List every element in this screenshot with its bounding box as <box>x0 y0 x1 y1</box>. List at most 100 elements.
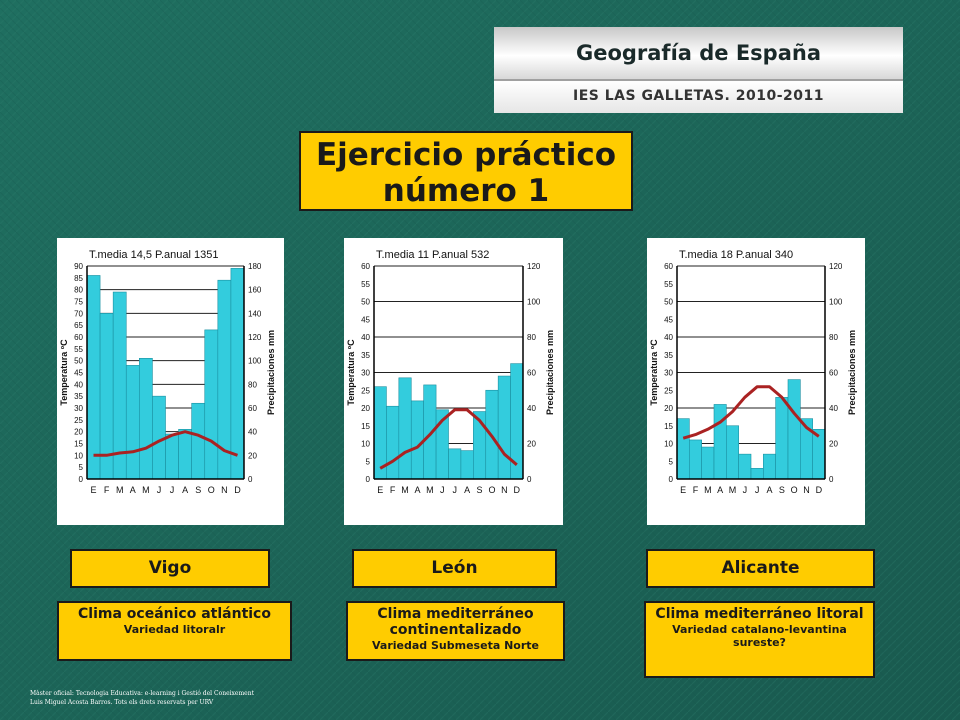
climograph-alicante-svg: T.media 18 P.anual 340 0 5 10 15 20 25 30 35 40 45… <box>649 249 857 495</box>
temp-tick-label: 45 <box>74 369 83 378</box>
precip-tick-label: 0 <box>829 475 834 484</box>
precip-bar <box>165 433 179 480</box>
temp-tick-label: 80 <box>74 286 83 295</box>
precip-bar <box>497 375 511 480</box>
precip-tick-label: 40 <box>527 404 536 413</box>
precip-tick-label: 100 <box>248 357 262 366</box>
month-label: F <box>693 485 699 495</box>
temp-tick-label: 60 <box>664 262 673 271</box>
temp-tick-label: 40 <box>361 333 370 342</box>
month-label: A <box>717 485 723 495</box>
temp-tick-label: 40 <box>664 333 673 342</box>
temp-tick-label: 0 <box>79 475 84 484</box>
chart-title: T.media 11 P.anual 532 <box>376 249 489 261</box>
precip-tick-label: 40 <box>248 428 257 437</box>
precip-bar <box>701 446 715 480</box>
temp-tick-label: 70 <box>74 309 83 318</box>
precip-bar <box>775 397 789 480</box>
precip-bar <box>750 468 764 480</box>
precip-tick-label: 60 <box>248 404 257 413</box>
climograph-leon-svg: T.media 11 P.anual 532 0 5 10 15 20 25 30 35 40 45… <box>346 249 555 495</box>
temp-tick-label: 60 <box>74 333 83 342</box>
precip-axis-label: Precipitaciones mm <box>266 330 276 415</box>
temp-axis-label: Temperatura ºC <box>59 339 69 406</box>
month-label: M <box>426 485 434 495</box>
month-label: J <box>440 485 445 495</box>
clima-box-alicante: Clima mediterráneo litoral Variedad cata… <box>644 601 875 678</box>
month-label: J <box>755 485 760 495</box>
main-title-line1: Ejercicio práctico <box>315 137 617 173</box>
precip-tick-label: 80 <box>829 333 838 342</box>
precip-tick-label: 180 <box>248 262 262 271</box>
precip-axis-label: Precipitaciones mm <box>545 330 555 415</box>
month-label: N <box>221 485 228 495</box>
month-label: A <box>766 485 772 495</box>
precip-bar <box>112 291 127 480</box>
main-title: Ejercicio práctico número 1 <box>299 131 633 211</box>
precip-bar <box>812 429 826 480</box>
month-label: A <box>130 485 136 495</box>
temp-axis-label: Temperatura ºC <box>346 339 356 406</box>
month-label: M <box>142 485 150 495</box>
clima-type: Clima oceánico atlántico <box>78 606 271 622</box>
precip-tick-label: 80 <box>527 333 536 342</box>
precip-tick-label: 140 <box>248 309 262 318</box>
chart-title: T.media 14,5 P.anual 1351 <box>89 249 218 261</box>
precip-bar <box>787 379 801 480</box>
temp-tick-label: 65 <box>74 321 83 330</box>
temperature-line <box>379 408 518 470</box>
precip-tick-label: 20 <box>829 440 838 449</box>
precip-bar <box>738 453 752 480</box>
temp-tick-label: 60 <box>361 262 370 271</box>
month-label: O <box>791 485 798 495</box>
precip-bar <box>448 448 462 480</box>
temp-tick-label: 0 <box>669 475 674 484</box>
precip-tick-label: 60 <box>527 369 536 378</box>
temp-tick-label: 15 <box>664 422 673 431</box>
climograph-vigo: T.media 14,5 P.anual 1351 0 5 10 15 20 25 30 35 4… <box>57 238 284 525</box>
temp-tick-label: 45 <box>361 315 370 324</box>
temp-tick-label: 15 <box>74 440 83 449</box>
clima-type: Clima mediterráneo continentalizado <box>377 606 534 638</box>
precip-bar <box>460 450 474 480</box>
precip-bar <box>386 405 400 480</box>
precip-bar <box>398 377 412 480</box>
month-label: A <box>182 485 188 495</box>
temp-tick-label: 5 <box>366 457 371 466</box>
chart-title: T.media 18 P.anual 340 <box>679 249 793 261</box>
temperature-line <box>93 430 239 457</box>
temp-tick-label: 0 <box>366 475 371 484</box>
precip-bar <box>125 365 140 480</box>
temp-tick-label: 15 <box>361 422 370 431</box>
precip-tick-label: 0 <box>248 475 253 484</box>
precip-bar <box>676 418 690 480</box>
month-label: F <box>390 485 396 495</box>
header-banner: Geografía de España IES LAS GALLETAS. 20… <box>494 27 903 113</box>
month-label: D <box>234 485 241 495</box>
temp-tick-label: 85 <box>74 274 83 283</box>
precip-tick-label: 80 <box>248 380 257 389</box>
header-title: Geografía de España <box>494 27 903 79</box>
precip-bar <box>689 439 702 480</box>
clima-box-vigo: Clima oceánico atlántico Variedad litora… <box>57 601 292 661</box>
precip-tick-label: 100 <box>527 298 541 307</box>
month-label: M <box>729 485 737 495</box>
month-label: M <box>401 485 409 495</box>
temp-tick-label: 55 <box>74 345 83 354</box>
main-title-line2: número 1 <box>382 173 550 209</box>
precip-bar <box>178 429 192 480</box>
temp-tick-label: 30 <box>361 369 370 378</box>
month-label: N <box>803 485 810 495</box>
city-label-alicante: Alicante <box>646 549 875 588</box>
temp-tick-label: 10 <box>74 451 83 460</box>
precip-bar <box>713 404 727 480</box>
footer-line2: Luis Miguel Acosta Barros. Tots els dret… <box>30 699 214 706</box>
precip-tick-label: 60 <box>829 369 838 378</box>
precip-tick-label: 20 <box>527 440 536 449</box>
month-label: A <box>464 485 470 495</box>
precip-bar <box>726 425 739 480</box>
month-label: S <box>195 485 201 495</box>
temp-tick-label: 25 <box>74 416 83 425</box>
precip-bar <box>204 329 219 480</box>
clima-type: Clima mediterráneo litoral <box>655 606 864 622</box>
